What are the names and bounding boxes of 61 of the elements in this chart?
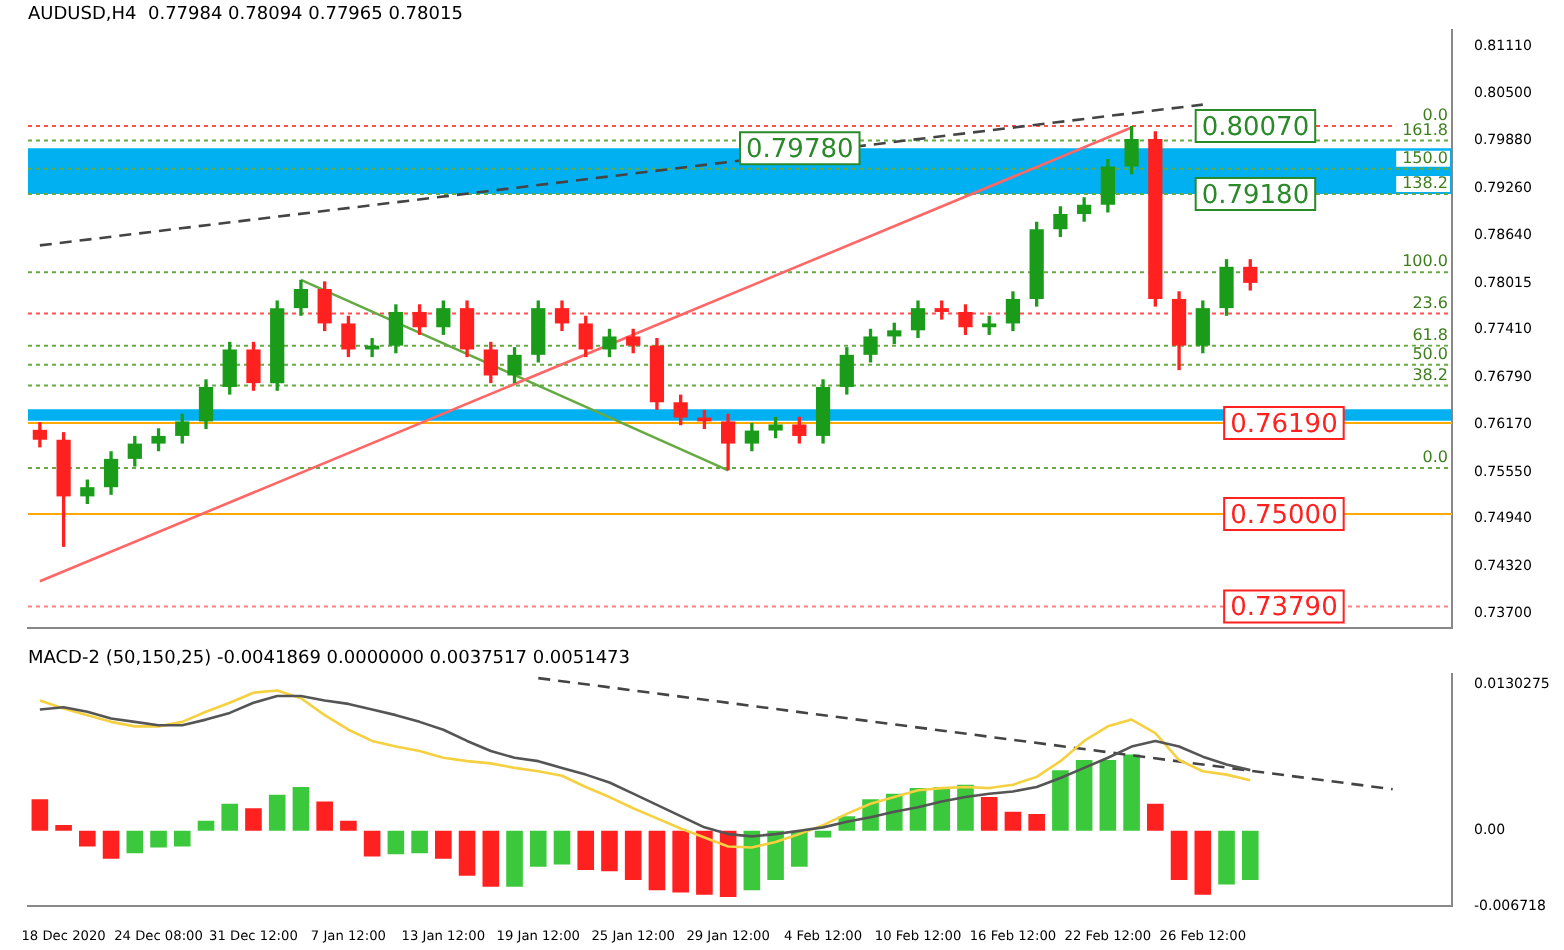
bar xyxy=(387,830,405,855)
annotation: 38.2 xyxy=(1412,365,1448,384)
bar xyxy=(1147,803,1164,831)
bar xyxy=(245,808,262,831)
bar xyxy=(672,830,689,893)
annotation: 0.75000 xyxy=(1230,500,1338,531)
chart-title: AUDUSD,H4 0.77984 0.78094 0.77965 0.78015 xyxy=(28,5,463,26)
bar xyxy=(435,830,452,859)
bar xyxy=(31,799,49,831)
bar xyxy=(79,830,96,847)
bar xyxy=(363,830,381,857)
bar xyxy=(268,794,286,831)
bar xyxy=(458,830,476,876)
bar xyxy=(1028,813,1045,831)
bar xyxy=(126,830,144,854)
bar xyxy=(1241,830,1259,881)
annotation: 0.79780 xyxy=(746,134,854,165)
bar xyxy=(197,820,215,831)
bar xyxy=(316,801,333,831)
bar xyxy=(1123,754,1140,831)
bar xyxy=(577,830,595,871)
annotation: 0.80070 xyxy=(1201,112,1310,143)
annotation: 0.73790 xyxy=(1230,593,1338,624)
bar xyxy=(601,830,618,872)
bar xyxy=(1099,760,1117,831)
bar xyxy=(221,803,239,831)
bar xyxy=(1075,760,1093,831)
annotation: 0.0 xyxy=(1422,106,1448,125)
bar xyxy=(1052,770,1069,831)
bar xyxy=(553,830,571,865)
annotation: 23.6 xyxy=(1412,293,1448,312)
annotation: 50.0 xyxy=(1412,344,1448,363)
annotation: 0.76190 xyxy=(1230,409,1338,440)
bar xyxy=(791,830,808,867)
bar xyxy=(55,825,72,831)
bar xyxy=(150,830,167,848)
bar xyxy=(767,830,784,881)
bar xyxy=(102,830,120,859)
annotation: 61.8 xyxy=(1412,325,1448,344)
bar xyxy=(696,830,713,895)
annotation: 138.2 xyxy=(1402,174,1448,193)
bar xyxy=(506,830,523,887)
annotation: 161.8 xyxy=(1402,120,1448,139)
bar xyxy=(1170,830,1188,881)
bar xyxy=(340,820,357,831)
bar xyxy=(1194,830,1212,895)
bar xyxy=(624,830,642,881)
annotation: 100.0 xyxy=(1402,252,1448,271)
bar xyxy=(980,797,998,831)
annotation: 150.0 xyxy=(1402,149,1448,168)
bar xyxy=(173,830,191,847)
annotation: 0.0 xyxy=(1422,448,1448,467)
bar xyxy=(292,786,310,831)
bar xyxy=(1218,830,1235,885)
bar xyxy=(411,830,428,854)
annotation: 0.79180 xyxy=(1201,180,1310,211)
bar xyxy=(648,830,666,891)
chart-title: MACD-2 (50,150,25) -0.0041869 0.0000000 0.0037517 0.0051473 xyxy=(28,649,631,670)
bar xyxy=(1004,811,1022,831)
bar xyxy=(482,830,500,887)
bar xyxy=(529,830,547,867)
